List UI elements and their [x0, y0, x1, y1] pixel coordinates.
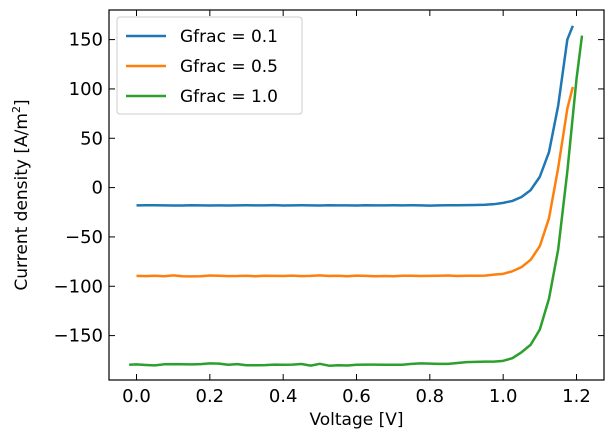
- x-tick-label: 1.2: [562, 386, 591, 407]
- y-tick-label: −50: [65, 227, 103, 248]
- y-tick-label: 150: [69, 30, 103, 51]
- x-tick-label: 0.6: [342, 386, 371, 407]
- y-tick-label: 100: [69, 79, 103, 100]
- legend-label: Gfrac = 1.0: [180, 87, 278, 107]
- legend-box: [116, 16, 303, 115]
- y-tick-label: 0: [92, 178, 103, 199]
- x-tick-label: 0.0: [122, 386, 151, 407]
- series-line-2: [136, 86, 575, 278]
- legend-label: Gfrac = 0.1: [180, 27, 278, 47]
- x-tick-label: 0.2: [196, 386, 225, 407]
- y-tick-label: −100: [54, 276, 103, 297]
- series-line-3: [129, 35, 584, 367]
- series-layer: [129, 25, 584, 367]
- y-axis-label-end: ]: [12, 99, 32, 106]
- x-axis-label: Voltage [V]: [309, 410, 403, 430]
- legend-label: Gfrac = 0.5: [180, 57, 278, 77]
- y-tick-label: 50: [80, 128, 103, 149]
- x-tick-label: 1.0: [489, 386, 518, 407]
- y-axis-label: Current density [A/m2]: [10, 99, 32, 290]
- x-tick-label: 0.4: [269, 386, 298, 407]
- ticks-layer: 0.0 0.2 0.4 0.6 0.8 1.0 1.2 −150 −100 −50 0 50 100 15…: [54, 10, 604, 407]
- legend: Gfrac = 0.1 Gfrac = 0.5 Gfrac = 1.0: [116, 16, 303, 115]
- y-axis-label-main: Current density [A/m: [12, 113, 32, 291]
- y-tick-label: −150: [54, 326, 103, 347]
- x-tick-label: 0.8: [416, 386, 445, 407]
- series-line-1: [136, 25, 574, 207]
- y-axis-label-superscript: 2: [10, 106, 23, 113]
